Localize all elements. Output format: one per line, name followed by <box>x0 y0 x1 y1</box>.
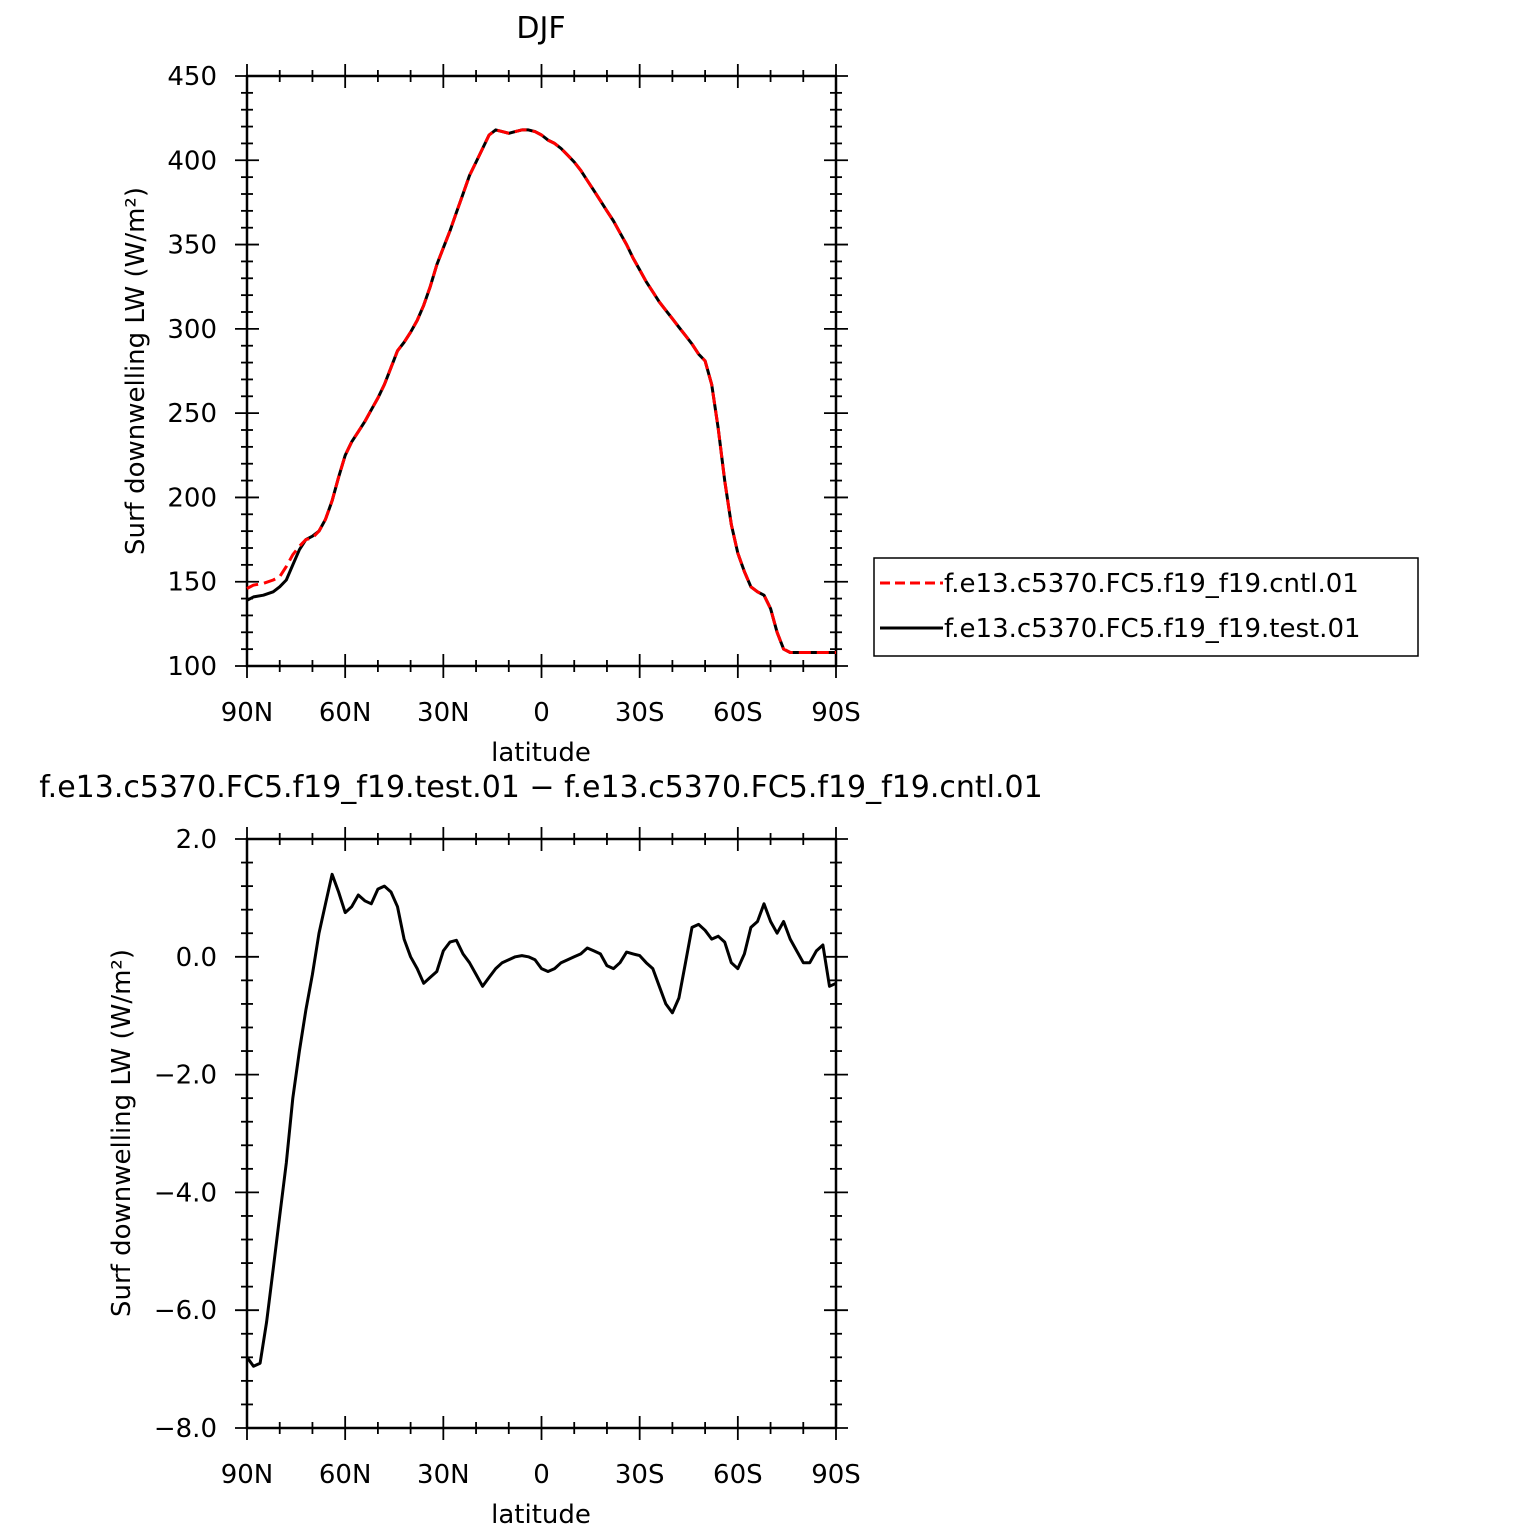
bottom-plot-lines <box>245 872 837 1368</box>
top-axes: 100 150 200 250 300 350 400 450 90N 60N 30N 0 30S 60S… <box>167 62 860 728</box>
y-tick-label: 200 <box>167 483 217 513</box>
legend-label-cntl: f.e13.c5370.FC5.f19_f19.cntl.01 <box>944 569 1359 599</box>
x-tick-label: 30N <box>417 1460 470 1490</box>
y-tick-label: −6.0 <box>154 1296 217 1326</box>
plot-frame <box>245 837 838 1430</box>
y-tick-label: 2.0 <box>176 825 217 855</box>
y-tick-label: −4.0 <box>154 1178 217 1208</box>
bottom-axes: −8.0 −6.0 −4.0 −2.0 0.0 2.0 90N 60N 30N 0 30S 60S 90… <box>154 825 861 1490</box>
x-tick-label: 90N <box>221 1460 274 1490</box>
top-panel: DJF 100 150 200 250 300 350 400 450 90N 60N 30N 0 30… <box>121 11 861 768</box>
difference-line <box>245 872 837 1368</box>
y-tick-label: 400 <box>167 146 217 176</box>
x-tick-label: 30S <box>615 1460 665 1490</box>
series-line-test <box>246 128 836 654</box>
top-x-axis-label: latitude <box>491 738 591 768</box>
x-tick-label: 90S <box>811 1460 861 1490</box>
legend-label-test: f.e13.c5370.FC5.f19_f19.test.01 <box>944 614 1361 644</box>
x-tick-label: 60N <box>319 1460 372 1490</box>
top-plot-lines <box>246 128 836 654</box>
y-tick-label: 350 <box>167 231 217 261</box>
y-tick-label: 150 <box>167 568 217 598</box>
y-tick-label: 250 <box>167 399 217 429</box>
x-tick-label: 30N <box>417 698 470 728</box>
y-tick-label: 450 <box>167 62 217 92</box>
x-tick-label: 60N <box>319 698 372 728</box>
y-tick-label: 0.0 <box>176 943 217 973</box>
top-y-axis-label: Surf downwelling LW (W/m²) <box>121 187 151 555</box>
top-chart-title: DJF <box>516 11 565 46</box>
bottom-y-axis-label: Surf downwelling LW (W/m²) <box>107 949 137 1317</box>
bottom-panel: f.e13.c5370.FC5.f19_f19.test.01 − f.e13.… <box>39 770 1042 1530</box>
y-tick-label: −2.0 <box>154 1061 217 1091</box>
y-tick-label: 300 <box>167 315 217 345</box>
legend: f.e13.c5370.FC5.f19_f19.cntl.01 f.e13.c5… <box>873 557 1419 657</box>
y-tick-label: −8.0 <box>154 1414 217 1444</box>
x-tick-label: 60S <box>713 1460 763 1490</box>
y-tick-label: 100 <box>167 652 217 682</box>
x-tick-label: 0 <box>533 1460 550 1490</box>
x-tick-label: 30S <box>615 698 665 728</box>
bottom-x-axis-label: latitude <box>491 1500 591 1530</box>
x-tick-label: 90S <box>811 698 861 728</box>
legend-box <box>873 557 1419 657</box>
series-line-cntl <box>246 128 836 654</box>
x-tick-label: 60S <box>713 698 763 728</box>
bottom-chart-title: f.e13.c5370.FC5.f19_f19.test.01 − f.e13.… <box>39 770 1042 805</box>
x-tick-label: 90N <box>221 698 274 728</box>
x-tick-label: 0 <box>533 698 550 728</box>
